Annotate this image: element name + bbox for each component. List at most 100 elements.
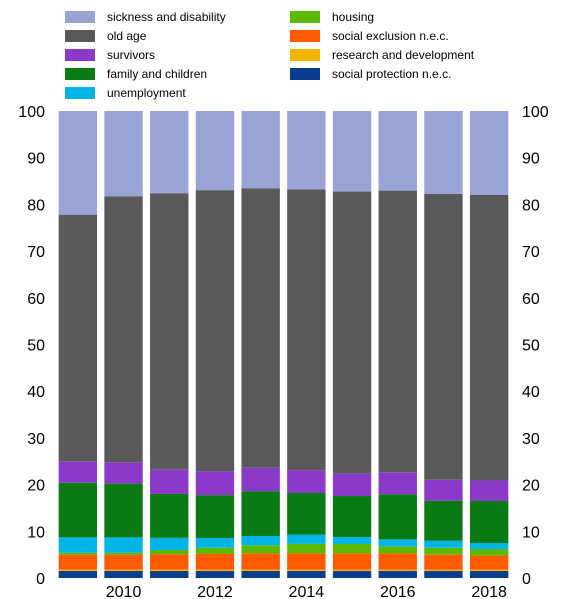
bar-segment-2015-housing [332, 544, 372, 554]
bar-segment-2011-old-age [150, 193, 189, 470]
bar-segment-2013-research-and-development [241, 569, 280, 571]
bar-segment-2010-family-and-children [104, 483, 143, 538]
bar-segment-2012-survivors [195, 471, 235, 496]
y-tick-label-left-90: 90 [27, 151, 45, 168]
bar-segment-2018-survivors [469, 480, 509, 502]
y-tick-label-left-0: 0 [36, 571, 45, 588]
legend-swatch-family-and-children [65, 68, 95, 80]
bar-segment-2014-social-protection-n-e-c [287, 571, 326, 578]
legend-label-survivors: survivors [107, 48, 155, 62]
bar-segment-2009-social-exclusion-n-e-c [58, 554, 98, 570]
y-tick-label-right-70: 70 [522, 244, 540, 261]
y-tick-label-left-60: 60 [27, 291, 45, 308]
bar-segment-2016-research-and-development [378, 569, 417, 572]
bar-segment-2011-social-exclusion-n-e-c [150, 554, 189, 570]
bar-segment-2011-social-protection-n-e-c [150, 571, 189, 578]
bar-segment-2014-unemployment [287, 534, 326, 544]
bar-segment-2018-social-exclusion-n-e-c [469, 555, 509, 570]
legend-swatch-old-age [65, 30, 95, 42]
bar-segment-2014-family-and-children [287, 493, 326, 535]
y-tick-label-right-40: 40 [522, 384, 540, 401]
bar-segment-2016-old-age [378, 190, 417, 473]
bar-segment-2009-family-and-children [58, 482, 98, 538]
y-tick-label-right-80: 80 [522, 197, 540, 214]
bar-segment-2016-social-exclusion-n-e-c [378, 553, 417, 570]
bar-segment-2017-survivors [424, 479, 463, 501]
bar-segment-2010-research-and-development [104, 569, 143, 571]
bar-segment-2012-sickness-and-disability [195, 111, 235, 191]
x-tick-label-2018: 2018 [471, 584, 507, 599]
bar-segment-2014-research-and-development [287, 569, 326, 571]
y-tick-label-left-10: 10 [27, 524, 45, 541]
bar-segment-2015-old-age [332, 191, 372, 474]
bar-segment-2018-housing [469, 549, 509, 556]
bar-segment-2009-housing [58, 552, 98, 555]
bar-segment-2013-old-age [241, 188, 280, 468]
bar-segment-2017-sickness-and-disability [424, 111, 463, 194]
bar-segment-2009-sickness-and-disability [58, 111, 98, 215]
y-tick-label-right-0: 0 [522, 571, 531, 588]
bar-segment-2011-research-and-development [150, 569, 189, 571]
bar-segment-2013-social-protection-n-e-c [241, 571, 280, 578]
bar-segment-2015-research-and-development [332, 569, 372, 572]
legend-label-old-age: old age [107, 29, 147, 43]
bar-segment-2017-old-age [424, 193, 463, 480]
bar-segment-2012-unemployment [195, 537, 235, 548]
y-tick-label-right-20: 20 [522, 478, 540, 495]
legend-swatch-sickness-and-disability [65, 11, 95, 23]
bar-segment-2018-unemployment [469, 543, 509, 550]
legend-swatch-unemployment [65, 87, 95, 99]
bar-segment-2009-survivors [58, 461, 98, 483]
bar-segment-2013-survivors [241, 467, 280, 492]
left-y-axis: 0 10 20 30 40 50 60 70 80 90 100 [18, 104, 45, 588]
bar-segment-2018-family-and-children [469, 501, 509, 544]
bar-segment-2015-unemployment [332, 537, 372, 545]
bar-segment-2016-unemployment [378, 539, 417, 547]
legend-swatch-social-exclusion-n-e-c [290, 30, 320, 42]
legend-label-social-protection-n-e-c: social protection n.e.c. [332, 67, 451, 81]
right-y-axis: 0 10 20 30 40 50 60 70 80 90 100 [522, 104, 549, 588]
bar-segment-2012-family-and-children [195, 495, 235, 538]
bar-segment-2014-sickness-and-disability [287, 111, 326, 190]
bar-segment-2009-old-age [58, 214, 98, 462]
legend-label-social-exclusion-n-e-c: social exclusion n.e.c. [332, 29, 449, 43]
bar-segment-2018-social-protection-n-e-c [469, 571, 509, 578]
bar-segment-2018-research-and-development [469, 569, 509, 571]
bar-segment-2016-family-and-children [378, 494, 417, 540]
y-tick-label-left-50: 50 [27, 338, 45, 355]
bar-segment-2017-family-and-children [424, 500, 463, 541]
bar-segment-2011-family-and-children [150, 493, 189, 538]
bar-segment-2012-social-exclusion-n-e-c [195, 553, 235, 570]
y-tick-label-right-30: 30 [522, 431, 540, 448]
bar-segment-2013-family-and-children [241, 491, 280, 536]
legend-label-unemployment: unemployment [107, 86, 186, 100]
bar-segment-2012-old-age [195, 190, 235, 472]
bar-segment-2013-unemployment [241, 535, 280, 546]
bar-segment-2015-sickness-and-disability [332, 111, 372, 192]
bar-segment-2009-research-and-development [58, 569, 98, 571]
y-tick-label-right-50: 50 [522, 338, 540, 355]
bar-segment-2011-survivors [150, 469, 189, 494]
bar-segment-2013-sickness-and-disability [241, 111, 280, 189]
plot-area [55, 111, 512, 578]
bar-segment-2009-unemployment [58, 537, 98, 553]
y-tick-label-left-70: 70 [27, 244, 45, 261]
bar-segment-2017-housing [424, 547, 463, 555]
bar-segment-2016-housing [378, 546, 417, 554]
legend-swatch-social-protection-n-e-c [290, 68, 320, 80]
bar-segment-2013-housing [241, 545, 280, 554]
bar-segment-2012-social-protection-n-e-c [195, 571, 235, 578]
y-tick-label-right-10: 10 [522, 524, 540, 541]
bar-segment-2010-unemployment [104, 537, 143, 553]
bar-segment-2016-social-protection-n-e-c [378, 571, 417, 578]
bar-segment-2015-social-protection-n-e-c [332, 571, 372, 578]
y-tick-label-left-80: 80 [27, 197, 45, 214]
legend-swatch-housing [290, 11, 320, 23]
bar-segment-2009-social-protection-n-e-c [58, 571, 98, 578]
bar-segment-2017-social-exclusion-n-e-c [424, 554, 463, 570]
legend-label-sickness-and-disability: sickness and disability [107, 10, 226, 24]
x-axis: 2010 2012 2014 2016 2018 [106, 584, 507, 599]
bar-segment-2011-unemployment [150, 537, 189, 550]
bar-segment-2010-old-age [104, 196, 143, 463]
legend-label-housing: housing [332, 10, 374, 24]
